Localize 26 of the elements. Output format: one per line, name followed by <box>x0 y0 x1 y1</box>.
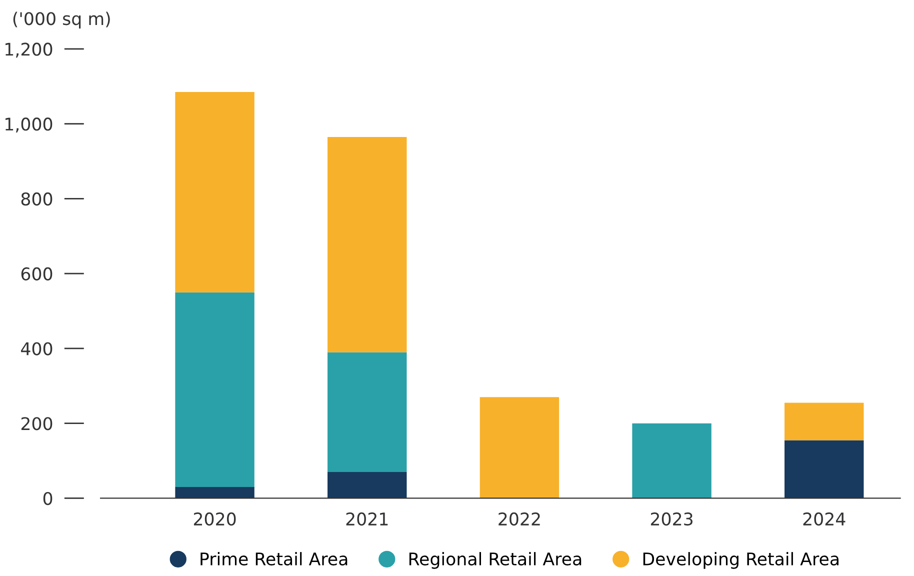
legend-label: Prime Retail Area <box>200 552 348 566</box>
bar <box>784 402 864 440</box>
x-tick-label: 2023 <box>650 512 692 526</box>
bar <box>480 397 560 498</box>
y-tick-label: 800 <box>21 192 52 206</box>
y-tick-label: 1,000 <box>6 118 52 132</box>
y-tick-label: 200 <box>21 417 52 430</box>
y-tick-label: 1,200 <box>6 42 52 58</box>
bar <box>784 440 864 498</box>
y-tick-label: 400 <box>21 342 52 356</box>
bar <box>328 472 407 498</box>
bar <box>632 423 712 498</box>
x-tick-label: 2020 <box>194 512 236 526</box>
y-axis-title: ('000 sq m) <box>13 12 110 29</box>
bar <box>175 92 254 292</box>
y-tick-label: 0 <box>43 492 52 506</box>
x-tick-label: 2024 <box>803 512 846 526</box>
y-tick-label: 600 <box>21 267 52 280</box>
x-tick-label: 2021 <box>346 512 388 526</box>
bar <box>175 292 254 488</box>
bar <box>328 352 407 472</box>
x-tick-label: 2022 <box>498 512 540 526</box>
legend-label: Regional Retail Area <box>409 552 582 569</box>
bar <box>328 136 407 352</box>
legend-label: Developing Retail Area <box>643 552 838 569</box>
bar <box>175 487 254 498</box>
